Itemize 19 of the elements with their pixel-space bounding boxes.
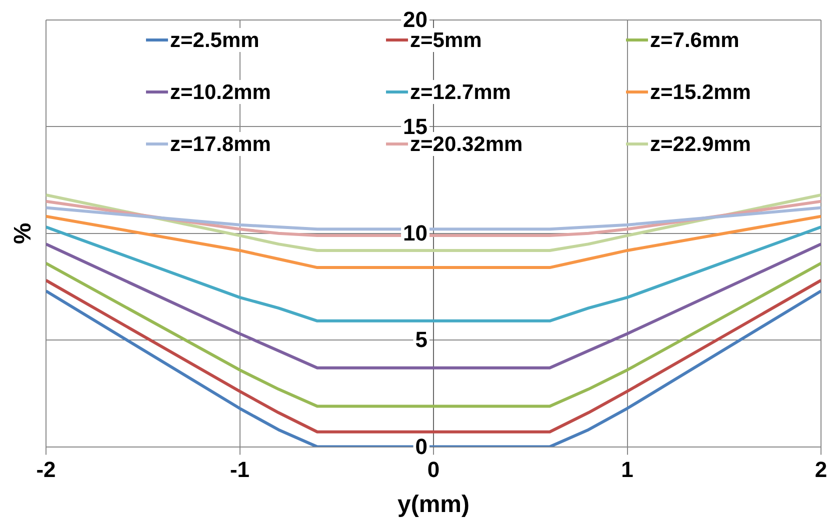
legend-label: z=2.5mm [170,28,260,52]
legend-label: z=17.8mm [170,132,271,156]
legend-label: z=15.2mm [650,80,751,104]
legend-label: z=7.6mm [650,28,740,52]
y-tick-label: 0 [415,434,428,459]
y-tick-label: 10 [403,220,428,246]
legend-label: z=10.2mm [170,80,271,104]
y-axis-title: % [10,222,37,244]
y-tick-label: 5 [415,327,428,352]
x-tick-label: 2 [814,457,828,482]
x-tick-label: -1 [230,457,250,482]
y-tick-label: 15 [403,114,428,139]
x-tick-label: 1 [621,457,634,482]
x-tick-label: -2 [36,457,56,482]
legend-label: z=22.9mm [650,132,751,156]
x-axis-title: y(mm) [397,491,470,518]
y-tick-label: 20 [403,7,428,32]
legend-label: z=5mm [410,28,482,52]
legend-label: z=12.7mm [410,80,511,104]
